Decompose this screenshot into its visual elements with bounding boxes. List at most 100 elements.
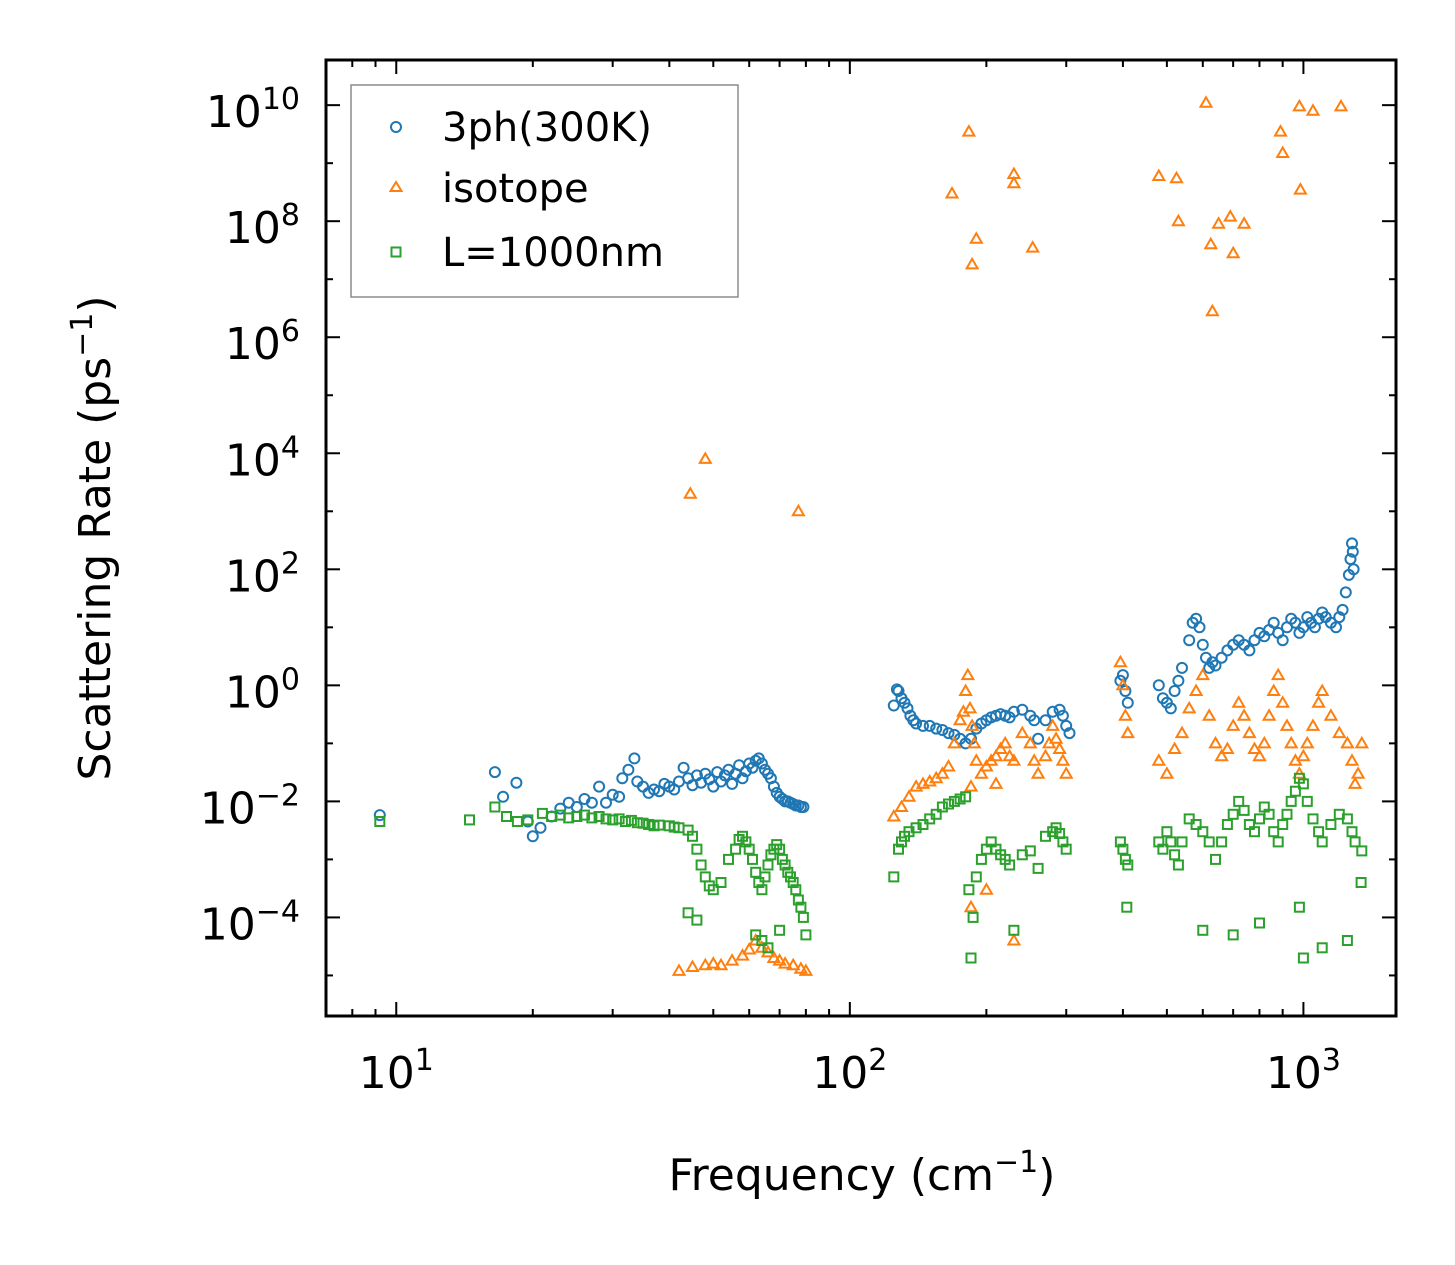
data-point [1168, 685, 1181, 697]
data-point [698, 451, 713, 464]
data-point [625, 814, 637, 826]
data-point [792, 894, 804, 906]
data-point [1008, 924, 1020, 936]
series-2 [374, 772, 1368, 964]
data-point [1272, 836, 1284, 848]
data-point [1305, 718, 1321, 731]
data-point [1167, 741, 1182, 754]
data-point [1188, 683, 1204, 696]
data-point [779, 859, 791, 871]
data-point [930, 722, 943, 735]
data-point [1249, 826, 1260, 838]
data-point [777, 956, 793, 969]
data-point [683, 486, 698, 499]
data-point [637, 817, 649, 829]
data-point [1285, 795, 1297, 807]
data-point [1333, 98, 1349, 112]
data-point [1181, 700, 1197, 714]
data-point [1057, 836, 1069, 848]
data-point [896, 836, 907, 848]
data-point [522, 814, 534, 826]
data-point [765, 849, 777, 861]
data-point [797, 801, 810, 813]
data-point [774, 843, 786, 855]
data-point [1063, 727, 1076, 740]
data-point [892, 685, 905, 697]
data-point [907, 714, 920, 727]
data-point [791, 503, 806, 517]
data-point [1270, 667, 1286, 681]
data-point [1030, 766, 1046, 779]
data-point [1198, 95, 1214, 108]
plot-frame [324, 58, 1398, 1018]
data-point [960, 791, 972, 803]
data-point [1007, 705, 1020, 718]
y-tick-label: 106 [225, 314, 300, 370]
data-point [1238, 804, 1250, 816]
data-point [787, 877, 799, 888]
data-point [622, 763, 635, 776]
data-point [1206, 656, 1219, 669]
data-point [1151, 168, 1167, 181]
data-point [1333, 611, 1346, 624]
data-point [373, 809, 386, 822]
data-point [687, 830, 698, 842]
data-point [724, 953, 740, 966]
data-point [1347, 563, 1360, 576]
data-point [1190, 819, 1202, 830]
data-point [677, 761, 690, 774]
data-point [1055, 753, 1071, 766]
data-point [586, 812, 598, 824]
data-point [1227, 808, 1239, 820]
data-point [1121, 901, 1133, 913]
data-point [374, 816, 386, 827]
data-point [593, 780, 606, 793]
data-point [1016, 703, 1029, 716]
data-point [1297, 952, 1309, 964]
data-point [715, 877, 727, 888]
data-point [1121, 696, 1134, 709]
data-point [1341, 813, 1353, 825]
data-point [1048, 731, 1064, 744]
data-point [733, 834, 745, 845]
data-point [1297, 778, 1309, 790]
data-point [1193, 621, 1206, 634]
data-point [1336, 603, 1349, 616]
legend-marker-isotope [388, 180, 404, 192]
data-point [619, 816, 631, 827]
data-point [600, 796, 612, 809]
legend: 3ph(300K) isotope L=1000nm [350, 84, 739, 298]
data-point [607, 814, 619, 826]
data-point [961, 124, 977, 137]
data-point [1023, 735, 1038, 749]
data-point [1236, 708, 1252, 721]
data-point [785, 957, 801, 971]
data-point [948, 795, 960, 807]
data-point [628, 752, 641, 765]
legend-marker-l1000nm [390, 246, 402, 258]
data-point [975, 853, 987, 865]
data-point [1267, 616, 1280, 629]
data-point [593, 811, 605, 822]
data-point [997, 735, 1013, 749]
data-point [1006, 933, 1022, 946]
data-point [510, 776, 523, 789]
data-point [1006, 166, 1022, 179]
data-point [1015, 725, 1030, 739]
data-point [1215, 651, 1228, 664]
data-point [969, 231, 984, 244]
legend-label-isotope: isotope [442, 166, 589, 212]
legend-label-3ph: 3ph(300K) [442, 105, 652, 151]
data-point [1301, 795, 1313, 807]
data-point [887, 699, 900, 712]
data-point [706, 956, 721, 969]
data-point [1171, 213, 1186, 227]
data-point [1195, 667, 1211, 681]
data-point [750, 929, 762, 941]
data-point [1032, 862, 1044, 874]
data-point [699, 871, 711, 883]
data-point [671, 963, 687, 976]
data-point [970, 871, 982, 883]
data-point [631, 817, 643, 829]
